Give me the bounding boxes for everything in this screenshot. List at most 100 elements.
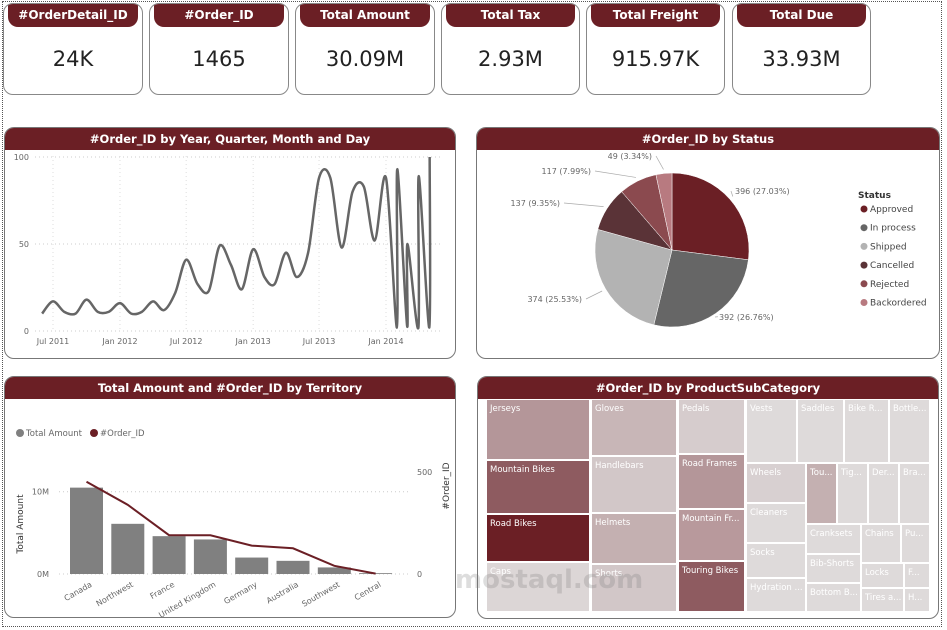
x-tick-label: Central — [353, 580, 383, 602]
treemap-cell-label: Handlebars — [595, 461, 644, 471]
treemap-cell-label: H... — [908, 593, 923, 603]
kpi-card[interactable]: Total Freight 915.97K — [586, 3, 725, 95]
treemap-cell[interactable]: Pedals — [678, 399, 745, 454]
line-chart[interactable]: 0 50 100 Jul 2011 Jan 2012 Jul 2012 Jan 2013 Ju… — [5, 150, 456, 358]
pie-chart[interactable]: 396 (27.03%) 392 (26.76%) 374 (25.53%) 137 … — [477, 150, 940, 358]
treemap-cell-label: Bike R... — [848, 404, 883, 414]
treemap-cell[interactable]: Jerseys — [486, 399, 590, 460]
treemap-cell[interactable]: Bottom B... — [806, 583, 861, 612]
kpi-label: #OrderDetail_ID — [8, 4, 138, 27]
kpi-card[interactable]: Total Amount 30.09M — [295, 3, 435, 95]
treemap-cell[interactable]: Handlebars — [591, 456, 677, 513]
treemap-cell[interactable]: Bike R... — [844, 399, 889, 463]
treemap-cell-label: Shorts — [595, 569, 623, 579]
treemap-cell[interactable]: Gloves — [591, 399, 677, 456]
kpi-label: Total Amount — [300, 4, 430, 27]
pie-chart-panel[interactable]: #Order_ID by Status 396 (27.03%) 392 (26.… — [476, 127, 940, 359]
bar-united-kingdom — [193, 539, 227, 574]
treemap-cell-label: Gloves — [595, 404, 624, 414]
legend-item: Total Amount — [25, 429, 83, 439]
legend-item: In process — [870, 224, 916, 234]
treemap-cell[interactable]: Vests — [746, 399, 797, 463]
treemap-cell[interactable]: H... — [904, 588, 930, 612]
treemap-cell[interactable]: Wheels — [746, 463, 806, 503]
treemap-cell[interactable]: Saddles — [797, 399, 844, 463]
y-tick-label: 50 — [19, 240, 29, 249]
treemap-cell-label: Vests — [750, 404, 773, 414]
treemap-cell[interactable]: Bra... — [899, 463, 930, 524]
legend-item: #Order_ID — [100, 429, 145, 439]
treemap-cell-label: Bottom B... — [810, 588, 858, 598]
combo-chart[interactable]: Total Amount #Order_ID 0M 10M 0 500 Total Amou… — [5, 399, 456, 617]
kpi-value: 1465 — [192, 47, 246, 71]
legend-title: Status — [858, 191, 891, 201]
treemap-cell-label: Chains — [865, 529, 894, 539]
kpi-card[interactable]: Total Tax 2.93M — [441, 3, 580, 95]
treemap-cell-label: Der... — [872, 468, 895, 478]
treemap-cell[interactable]: Caps — [486, 562, 590, 612]
treemap-cell[interactable]: Road Bikes — [486, 514, 590, 562]
combo-chart-panel[interactable]: Total Amount and #Order_ID by Territory … — [4, 376, 456, 618]
kpi-card[interactable]: Total Due 33.93M — [732, 3, 871, 95]
x-tick-label: Northwest — [95, 580, 135, 608]
treemap-cell[interactable]: Touring Bikes — [678, 561, 745, 612]
leader-line — [585, 290, 603, 300]
treemap-cell[interactable]: Tou... — [806, 463, 837, 524]
bar-germany — [235, 557, 269, 574]
treemap-cell[interactable]: Road Frames — [678, 454, 745, 509]
treemap-cell[interactable]: Socks — [746, 543, 806, 578]
treemap-cell-label: Bib-Shorts — [810, 559, 854, 569]
series-line — [41, 156, 432, 330]
treemap-cell-label: Pu... — [905, 529, 924, 539]
treemap-cell[interactable]: Tires a... — [861, 588, 904, 612]
treemap-cell-label: Tig... — [841, 468, 862, 478]
legend-marker — [860, 205, 868, 213]
treemap-cell[interactable]: Mountain Bikes — [486, 460, 590, 514]
y-axis-label: Total Amount — [16, 494, 26, 555]
legend-marker — [16, 429, 24, 437]
leader-line — [730, 190, 734, 197]
treemap-cell-label: Locks — [865, 568, 889, 578]
treemap-panel[interactable]: #Order_ID by ProductSubCategory Jerseys M… — [477, 376, 939, 619]
x-tick-label: Germany — [222, 580, 259, 606]
kpi-value: 24K — [52, 47, 94, 71]
x-tick-label: Jul 2013 — [302, 337, 336, 346]
treemap-cell[interactable]: Pu... — [901, 524, 930, 563]
treemap-cell-label: Road Bikes — [490, 519, 537, 529]
kpi-card[interactable]: #OrderDetail_ID 24K — [3, 3, 143, 95]
treemap-cell[interactable]: Der... — [868, 463, 899, 524]
treemap-cell[interactable]: Cleaners — [746, 503, 806, 543]
legend-item: Backordered — [870, 299, 927, 309]
treemap-cell[interactable]: Hydration ... — [746, 578, 806, 612]
treemap-cell[interactable]: Bib-Shorts — [806, 554, 861, 583]
treemap-cell[interactable]: Chains — [861, 524, 901, 563]
treemap-cell[interactable]: Cranksets — [806, 524, 861, 554]
treemap-cell[interactable]: Tig... — [837, 463, 868, 524]
treemap-cell-label: Tires a... — [865, 593, 902, 603]
treemap-cell[interactable]: Locks — [861, 563, 904, 588]
treemap-cell-label: Mountain Fr... — [682, 514, 740, 524]
treemap-cell-label: Helmets — [595, 518, 631, 528]
leader-line — [563, 202, 604, 207]
line-chart-panel[interactable]: #Order_ID by Year, Quarter, Month and Da… — [4, 127, 456, 359]
legend-item: Shipped — [870, 242, 907, 252]
x-tick-label: Jul 2011 — [36, 337, 70, 346]
treemap-cell[interactable]: Shorts — [591, 564, 677, 612]
x-tick-label: Southwest — [300, 580, 341, 609]
x-tick-label: Jan 2013 — [235, 337, 271, 346]
kpi-card[interactable]: #Order_ID 1465 — [149, 3, 289, 95]
y-tick-label: 0M — [37, 570, 49, 579]
combo-chart-title: Total Amount and #Order_ID by Territory — [5, 377, 455, 399]
data-label: 374 (25.53%) — [527, 295, 582, 304]
treemap-cell-label: Socks — [750, 548, 775, 558]
x-tick-label: Jan 2012 — [101, 337, 137, 346]
treemap-cell[interactable]: Helmets — [591, 513, 677, 564]
treemap-cell-label: Wheels — [750, 468, 782, 478]
treemap-cell-label: Bra... — [903, 468, 926, 478]
treemap[interactable]: Jerseys Mountain Bikes Road Bikes Caps Glove… — [486, 399, 930, 612]
bar-southwest — [317, 567, 351, 574]
treemap-cell[interactable]: Bottle... — [889, 399, 930, 463]
treemap-cell[interactable]: Mountain Fr... — [678, 509, 745, 561]
y-tick-label: 0 — [24, 327, 29, 336]
treemap-cell[interactable]: F... — [904, 563, 930, 588]
